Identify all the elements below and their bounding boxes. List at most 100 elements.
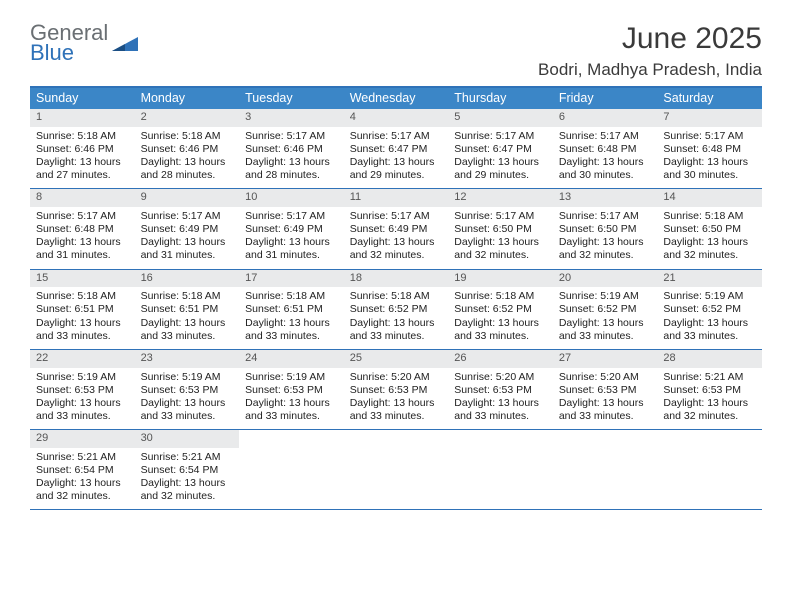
day-number: 23 — [135, 350, 240, 368]
sunrise-text: Sunrise: 5:20 AM — [454, 371, 547, 384]
daylight-text: Daylight: 13 hours and 30 minutes. — [559, 156, 652, 182]
day-number: 18 — [344, 270, 449, 288]
daylight-text: Daylight: 13 hours and 33 minutes. — [350, 317, 443, 343]
daylight-text: Daylight: 13 hours and 32 minutes. — [559, 236, 652, 262]
sunrise-text: Sunrise: 5:19 AM — [245, 371, 338, 384]
day-cell — [553, 430, 658, 509]
daylight-text: Daylight: 13 hours and 29 minutes. — [350, 156, 443, 182]
day-cell — [657, 430, 762, 509]
sunset-text: Sunset: 6:54 PM — [141, 464, 234, 477]
day-cell: 14Sunrise: 5:18 AMSunset: 6:50 PMDayligh… — [657, 189, 762, 268]
sunrise-text: Sunrise: 5:17 AM — [663, 130, 756, 143]
day-header: Friday — [553, 88, 658, 109]
sunset-text: Sunset: 6:46 PM — [36, 143, 129, 156]
sunrise-text: Sunrise: 5:18 AM — [663, 210, 756, 223]
sunrise-text: Sunrise: 5:17 AM — [350, 130, 443, 143]
day-cell: 27Sunrise: 5:20 AMSunset: 6:53 PMDayligh… — [553, 350, 658, 429]
daylight-text: Daylight: 13 hours and 28 minutes. — [245, 156, 338, 182]
day-number: 13 — [553, 189, 658, 207]
sunrise-text: Sunrise: 5:18 AM — [350, 290, 443, 303]
daylight-text: Daylight: 13 hours and 33 minutes. — [245, 397, 338, 423]
daylight-text: Daylight: 13 hours and 33 minutes. — [559, 317, 652, 343]
daylight-text: Daylight: 13 hours and 33 minutes. — [559, 397, 652, 423]
day-number: 1 — [30, 109, 135, 127]
weeks-container: 1Sunrise: 5:18 AMSunset: 6:46 PMDaylight… — [30, 109, 762, 509]
sunset-text: Sunset: 6:51 PM — [245, 303, 338, 316]
header: General Blue June 2025 Bodri, Madhya Pra… — [30, 22, 762, 80]
sunset-text: Sunset: 6:53 PM — [663, 384, 756, 397]
location: Bodri, Madhya Pradesh, India — [538, 60, 762, 80]
day-cell: 22Sunrise: 5:19 AMSunset: 6:53 PMDayligh… — [30, 350, 135, 429]
sunset-text: Sunset: 6:53 PM — [454, 384, 547, 397]
day-number: 3 — [239, 109, 344, 127]
day-cell: 9Sunrise: 5:17 AMSunset: 6:49 PMDaylight… — [135, 189, 240, 268]
day-number: 28 — [657, 350, 762, 368]
day-cell: 15 Sunrise: 5:18 AMSunset: 6:51 PMDayligh… — [30, 270, 135, 349]
day-header: Tuesday — [239, 88, 344, 109]
sunset-text: Sunset: 6:49 PM — [245, 223, 338, 236]
day-cell — [239, 430, 344, 509]
sunset-text: Sunset: 6:52 PM — [454, 303, 547, 316]
daylight-text: Daylight: 13 hours and 32 minutes. — [36, 477, 129, 503]
day-number: 11 — [344, 189, 449, 207]
week-row: 29Sunrise: 5:21 AMSunset: 6:54 PMDayligh… — [30, 429, 762, 509]
daylight-text: Daylight: 13 hours and 33 minutes. — [36, 317, 129, 343]
day-number: 9 — [135, 189, 240, 207]
title-block: June 2025 Bodri, Madhya Pradesh, India — [538, 22, 762, 80]
sunset-text: Sunset: 6:52 PM — [559, 303, 652, 316]
sunrise-text: Sunrise: 5:17 AM — [36, 210, 129, 223]
daylight-text: Daylight: 13 hours and 32 minutes. — [663, 397, 756, 423]
sunset-text: Sunset: 6:48 PM — [663, 143, 756, 156]
day-cell: 26Sunrise: 5:20 AMSunset: 6:53 PMDayligh… — [448, 350, 553, 429]
day-number: 15 — [30, 270, 135, 288]
day-cell: 19 Sunrise: 5:18 AMSunset: 6:52 PMDayligh… — [448, 270, 553, 349]
day-number: 8 — [30, 189, 135, 207]
day-number: 6 — [553, 109, 658, 127]
day-cell: 2Sunrise: 5:18 AMSunset: 6:46 PMDaylight… — [135, 109, 240, 188]
week-row: 1Sunrise: 5:18 AMSunset: 6:46 PMDaylight… — [30, 109, 762, 188]
sunset-text: Sunset: 6:48 PM — [559, 143, 652, 156]
sunset-text: Sunset: 6:53 PM — [141, 384, 234, 397]
week-row: 15Sunrise: 5:18 AMSunset: 6:51 PMDayligh… — [30, 269, 762, 349]
daylight-text: Daylight: 13 hours and 33 minutes. — [663, 317, 756, 343]
sunrise-text: Sunrise: 5:18 AM — [141, 290, 234, 303]
daylight-text: Daylight: 13 hours and 32 minutes. — [350, 236, 443, 262]
sunrise-text: Sunrise: 5:18 AM — [36, 130, 129, 143]
daylight-text: Daylight: 13 hours and 33 minutes. — [454, 317, 547, 343]
day-cell: 29Sunrise: 5:21 AMSunset: 6:54 PMDayligh… — [30, 430, 135, 509]
sunset-text: Sunset: 6:51 PM — [141, 303, 234, 316]
day-number: 12 — [448, 189, 553, 207]
day-cell: 18 Sunrise: 5:18 AMSunset: 6:52 PMDayligh… — [344, 270, 449, 349]
day-cell: 23Sunrise: 5:19 AMSunset: 6:53 PMDayligh… — [135, 350, 240, 429]
sunset-text: Sunset: 6:51 PM — [36, 303, 129, 316]
day-number: 5 — [448, 109, 553, 127]
day-cell: 24 Sunrise: 5:19 AMSunset: 6:53 PMDayligh… — [239, 350, 344, 429]
sunrise-text: Sunrise: 5:20 AM — [350, 371, 443, 384]
sunset-text: Sunset: 6:53 PM — [559, 384, 652, 397]
day-number: 21 — [657, 270, 762, 288]
daylight-text: Daylight: 13 hours and 27 minutes. — [36, 156, 129, 182]
sunrise-text: Sunrise: 5:19 AM — [141, 371, 234, 384]
sunset-text: Sunset: 6:52 PM — [663, 303, 756, 316]
sunrise-text: Sunrise: 5:18 AM — [245, 290, 338, 303]
day-number: 24 — [239, 350, 344, 368]
day-cell: 4Sunrise: 5:17 AMSunset: 6:47 PMDaylight… — [344, 109, 449, 188]
daylight-text: Daylight: 13 hours and 32 minutes. — [663, 236, 756, 262]
day-header: Wednesday — [344, 88, 449, 109]
sunset-text: Sunset: 6:52 PM — [350, 303, 443, 316]
daylight-text: Daylight: 13 hours and 33 minutes. — [350, 397, 443, 423]
day-cell: 21Sunrise: 5:19 AMSunset: 6:52 PMDayligh… — [657, 270, 762, 349]
sunrise-text: Sunrise: 5:18 AM — [454, 290, 547, 303]
day-number: 17 — [239, 270, 344, 288]
sunset-text: Sunset: 6:53 PM — [245, 384, 338, 397]
day-cell: 7Sunrise: 5:17 AMSunset: 6:48 PMDaylight… — [657, 109, 762, 188]
calendar: Sunday Monday Tuesday Wednesday Thursday… — [30, 86, 762, 510]
sunset-text: Sunset: 6:50 PM — [454, 223, 547, 236]
day-cell: 10Sunrise: 5:17 AMSunset: 6:49 PMDayligh… — [239, 189, 344, 268]
day-number: 22 — [30, 350, 135, 368]
day-number: 19 — [448, 270, 553, 288]
day-number: 10 — [239, 189, 344, 207]
day-cell: 16Sunrise: 5:18 AMSunset: 6:51 PMDayligh… — [135, 270, 240, 349]
sunrise-text: Sunrise: 5:18 AM — [36, 290, 129, 303]
sunrise-text: Sunrise: 5:21 AM — [36, 451, 129, 464]
